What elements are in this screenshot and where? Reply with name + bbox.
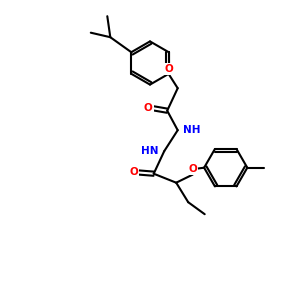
Text: O: O	[129, 167, 138, 177]
Text: O: O	[144, 103, 153, 113]
Text: NH: NH	[183, 125, 201, 135]
Text: O: O	[164, 64, 173, 74]
Text: HN: HN	[141, 146, 158, 156]
Text: O: O	[188, 164, 197, 174]
